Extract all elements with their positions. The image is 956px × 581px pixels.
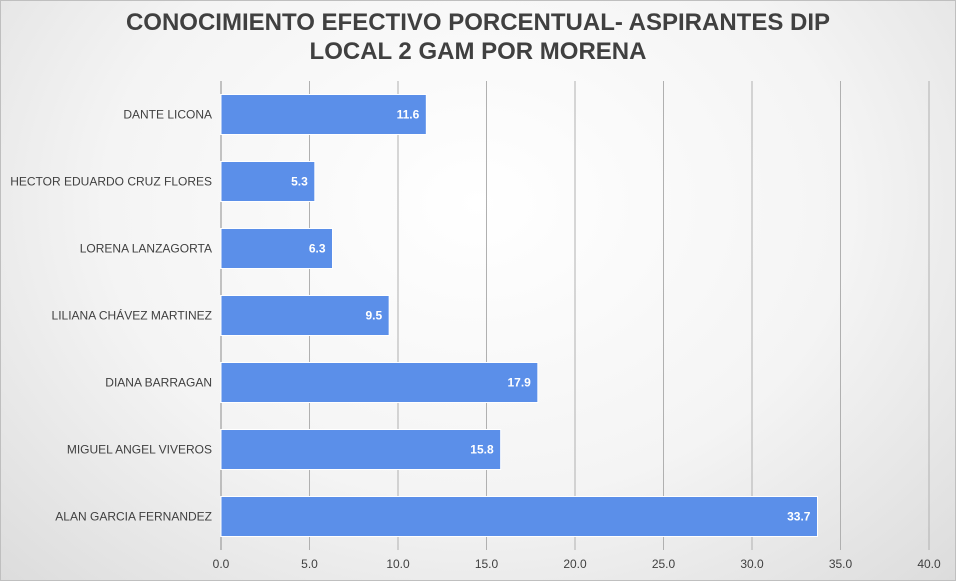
x-tick-label: 30.0 [740, 557, 764, 571]
x-tick-label: 5.0 [301, 557, 318, 571]
category-label: LILIANA CHÁVEZ MARTINEZ [52, 308, 212, 323]
chart-title: CONOCIMIENTO EFECTIVO PORCENTUAL- ASPIRA… [0, 8, 956, 66]
bar-value-label: 9.5 [365, 309, 382, 323]
bar [220, 429, 502, 470]
x-tick-label: 40.0 [917, 557, 941, 571]
x-tick-label: 25.0 [652, 557, 676, 571]
bar [220, 295, 390, 336]
bar-value-label: 17.9 [507, 376, 531, 390]
bar [220, 94, 427, 135]
category-label: LORENA LANZAGORTA [80, 242, 212, 256]
chart-title-line-1: CONOCIMIENTO EFECTIVO PORCENTUAL- ASPIRA… [125, 9, 831, 36]
bar-value-label: 11.6 [397, 108, 420, 122]
x-tick-label: 15.0 [475, 557, 499, 571]
bar-value-label: 15.8 [470, 443, 494, 457]
bar [220, 362, 539, 403]
category-label: DIANA BARRAGAN [105, 376, 212, 390]
bar [220, 161, 316, 202]
x-tick-label: 10.0 [386, 557, 410, 571]
bar-value-label: 33.7 [787, 510, 811, 524]
bar-value-label: 5.3 [291, 175, 308, 189]
bar [220, 496, 818, 537]
category-label: ALAN GARCIA FERNANDEZ [55, 510, 212, 524]
category-label: HECTOR EDUARDO CRUZ FLORES [10, 175, 212, 189]
chart-title-line-2: LOCAL 2 GAM POR MORENA [309, 38, 647, 65]
x-tick-label: 0.0 [213, 557, 230, 571]
category-label: DANTE LICONA [123, 108, 212, 122]
x-tick-label: 35.0 [829, 557, 853, 571]
category-label: MIGUEL ANGEL VIVEROS [67, 443, 212, 457]
bar [220, 228, 334, 269]
bar-value-label: 6.3 [309, 242, 326, 256]
x-tick-label: 20.0 [563, 557, 587, 571]
